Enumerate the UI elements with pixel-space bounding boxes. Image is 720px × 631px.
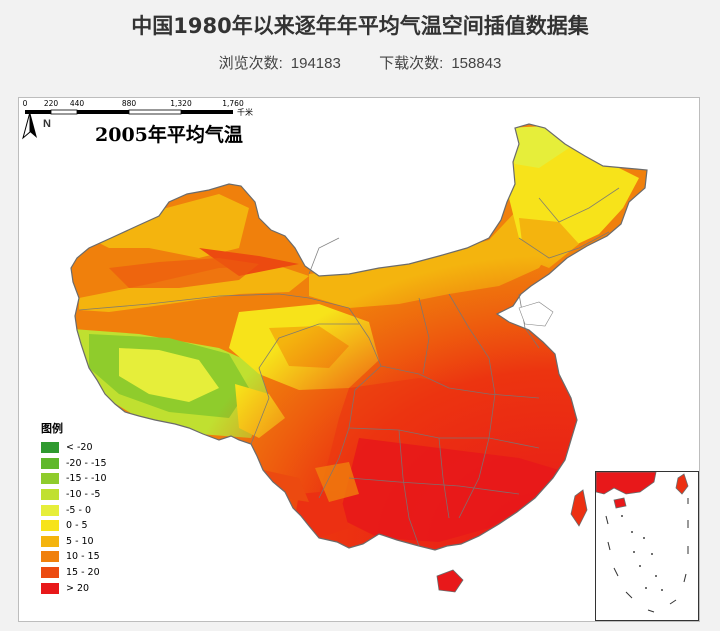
- legend-item: -5 - 0: [41, 502, 161, 518]
- scale-tick-label: 220: [44, 99, 59, 108]
- legend-item: 15 - 20: [41, 565, 161, 581]
- legend-label: < -20: [66, 442, 93, 454]
- north-arrow-icon: [22, 111, 37, 140]
- downloads-label: 下载次数:: [379, 55, 444, 72]
- inset-map: [596, 472, 689, 613]
- legend-swatch: [41, 551, 59, 563]
- downloads-count: 158843: [451, 55, 502, 72]
- legend-item: 5 - 10: [41, 534, 161, 550]
- legend-label: 0 - 5: [66, 520, 88, 532]
- scale-bar: 0 220 440 880 1,320 1,760 千米: [23, 99, 253, 117]
- legend-label: 5 - 10: [66, 535, 94, 547]
- legend-label: -15 - -10: [66, 473, 107, 485]
- scale-tick-label: 1,760: [222, 99, 244, 108]
- scale-unit: 千米: [237, 107, 253, 117]
- legend-swatch: [41, 457, 59, 469]
- legend-item: -15 - -10: [41, 471, 161, 487]
- views-count: 194183: [290, 55, 341, 72]
- legend-swatch: [41, 473, 59, 485]
- scale-tick-label: 0: [23, 99, 28, 108]
- legend-swatch: [41, 504, 59, 516]
- page-title: 中国1980年以来逐年年平均气温空间插值数据集: [131, 14, 589, 38]
- scale-tick-label: 1,320: [170, 99, 192, 108]
- legend-swatch: [41, 582, 59, 594]
- stats-bar: 浏览次数: 194183 下载次数: 158843: [0, 52, 720, 73]
- legend-label: 15 - 20: [66, 567, 100, 579]
- legend: 图例 < -20 -20 - -15 -15 - -10 -10 - -5 -5 - 0…: [41, 420, 161, 596]
- legend-items: < -20 -20 - -15 -15 - -10 -10 - -5 -5 - 0 0 -…: [41, 440, 161, 596]
- views-label: 浏览次数:: [218, 55, 283, 72]
- legend-item: 0 - 5: [41, 518, 161, 534]
- scale-tick-label: 880: [122, 99, 137, 108]
- north-label: N: [43, 118, 51, 130]
- legend-item: 10 - 15: [41, 549, 161, 565]
- legend-label: -20 - -15: [66, 457, 107, 469]
- legend-item: < -20: [41, 440, 161, 456]
- map-image: N 2005年平均气温 图例 < -20 -20 - -15 -15 - -10 -1…: [18, 97, 700, 622]
- china-temperature-map: [70, 123, 648, 593]
- legend-label: 10 - 15: [66, 551, 100, 563]
- scale-tick-label: 440: [70, 99, 85, 108]
- legend-label: > 20: [66, 582, 90, 594]
- legend-label: -10 - -5: [66, 489, 101, 501]
- south-china-sea-inset: [595, 471, 699, 621]
- map-title: 2005年平均气温: [95, 124, 243, 146]
- legend-swatch: [41, 535, 59, 547]
- legend-swatch: [41, 489, 59, 501]
- legend-swatch: [41, 567, 59, 579]
- legend-title: 图例: [41, 422, 63, 435]
- page-header: 中国1980年以来逐年年平均气温空间插值数据集 浏览次数: 194183 下载次数…: [0, 0, 720, 96]
- legend-label: -5 - 0: [66, 504, 91, 516]
- legend-item: > 20: [41, 580, 161, 596]
- legend-swatch: [41, 520, 59, 532]
- legend-item: -20 - -15: [41, 456, 161, 472]
- legend-swatch: [41, 442, 59, 454]
- legend-item: -10 - -5: [41, 487, 161, 503]
